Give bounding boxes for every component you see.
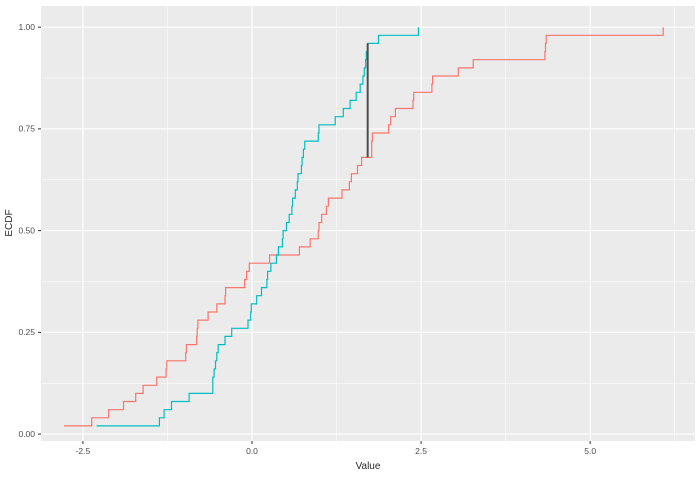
y-tick-label: 0.75: [18, 124, 35, 134]
y-tick-label: 1.00: [18, 22, 35, 32]
x-tick-label: 5.0: [584, 446, 596, 456]
ecdf-line-sample-red: [64, 27, 664, 427]
y-tick-label: 0.50: [18, 225, 35, 235]
plot-panel-layer: -2.5 0.0 2.5 5.0 0.00 0.25 0.50 0.75 1.00: [18, 6, 695, 456]
x-axis-title: Value: [356, 461, 381, 472]
y-tick-label: 0.25: [18, 327, 35, 337]
x-tick-label: 2.5: [415, 446, 427, 456]
y-tick-label: 0.00: [18, 429, 35, 439]
ecdf-line-sample-cyan: [96, 27, 419, 427]
y-axis-title: ECDF: [4, 209, 15, 236]
x-tick-label: 0.0: [246, 446, 258, 456]
x-tick-label: -2.5: [76, 446, 91, 456]
